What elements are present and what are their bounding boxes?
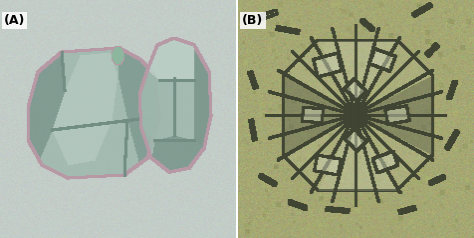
Text: (B): (B): [242, 14, 264, 27]
Text: (A): (A): [4, 14, 25, 27]
